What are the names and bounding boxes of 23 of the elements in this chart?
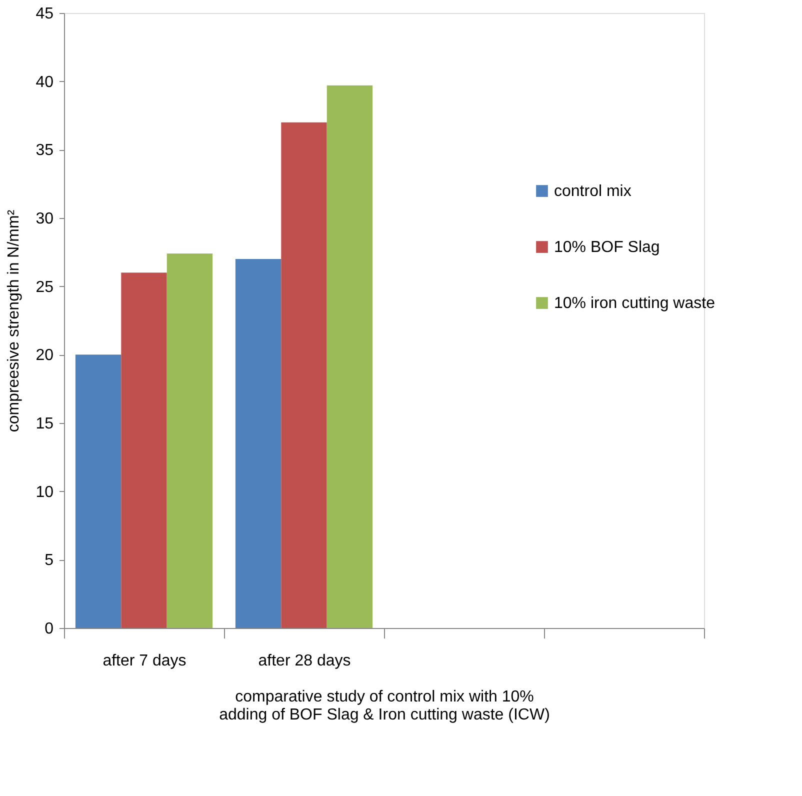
bar [235, 259, 282, 628]
bar [121, 272, 167, 628]
bar [75, 354, 122, 628]
y-tick-label: 35 [36, 142, 54, 160]
legend-label: 10% iron cutting waste [554, 295, 716, 312]
y-tick-label: 25 [36, 278, 54, 296]
legend-label: control mix [554, 183, 632, 200]
bar [281, 122, 327, 628]
y-tick-label: 20 [36, 347, 54, 364]
y-tick-label: 30 [36, 210, 54, 228]
y-axis-title: compreesive strength in N/mm² [6, 209, 23, 432]
x-tick-label: after 7 days [102, 652, 186, 670]
y-tick-label: 40 [36, 74, 54, 91]
y-tick-label: 5 [44, 552, 54, 570]
y-tick-label: 15 [36, 416, 54, 432]
x-axis-title: comparative study of control mix with 10% adding of BOF Slag & Iron cutting waste (ICW) [219, 688, 550, 724]
y-tick-label: 10 [36, 484, 54, 501]
y-tick-label: 45 [36, 6, 54, 22]
bar [326, 85, 373, 628]
x-tick-label: after 28 days [258, 652, 351, 670]
y-tick-label: 0 [44, 620, 54, 638]
legend-label: 10% BOF Slag [554, 239, 660, 256]
bar [166, 254, 213, 628]
